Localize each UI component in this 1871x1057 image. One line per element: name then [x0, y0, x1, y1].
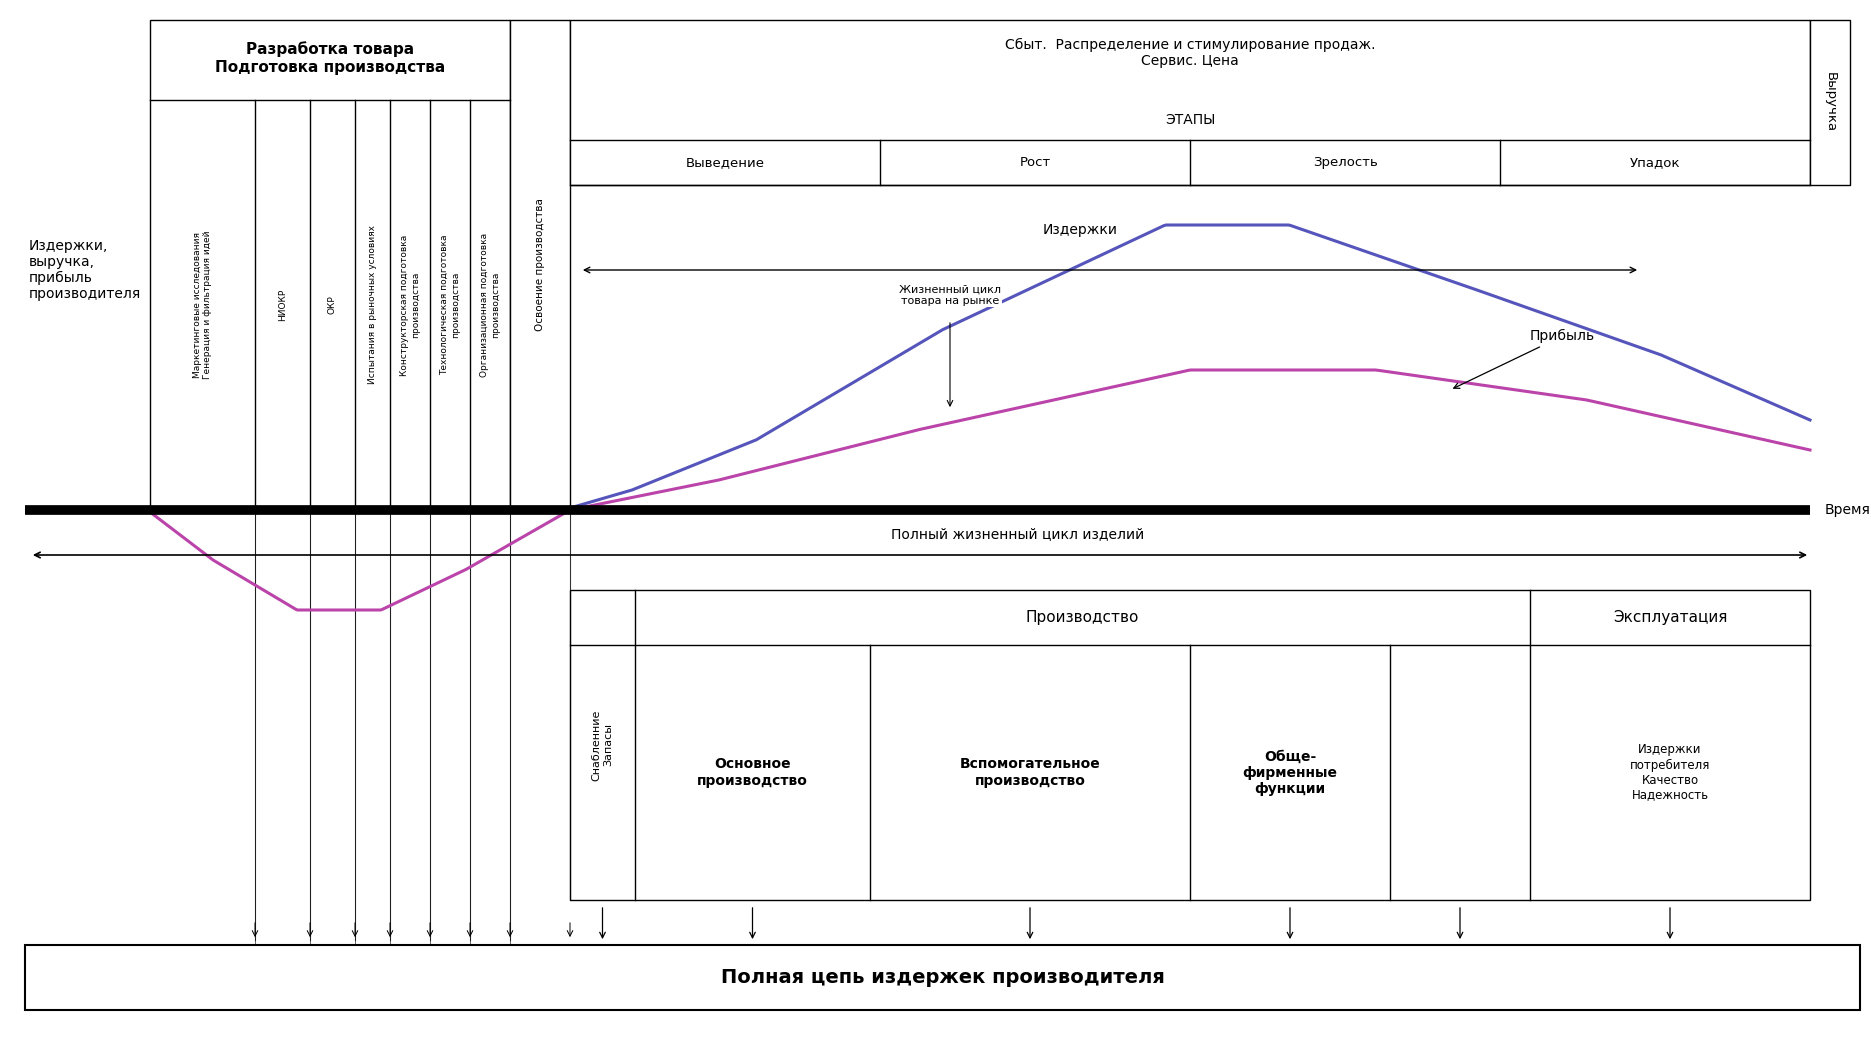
Text: ОКР: ОКР: [327, 296, 337, 314]
Text: Прибыль: Прибыль: [1454, 329, 1596, 388]
Text: Выручка: Выручка: [1824, 73, 1837, 132]
Text: Полный жизненный цикл изделий: Полный жизненный цикл изделий: [891, 527, 1145, 541]
Text: Издержки
потребителя
Качество
Надежность: Издержки потребителя Качество Надежность: [1630, 743, 1710, 801]
Text: Зрелость: Зрелость: [1313, 156, 1377, 169]
Text: Разработка товара
Подготовка производства: Разработка товара Подготовка производств…: [215, 41, 445, 75]
Text: Испытания в рыночных условиях: Испытания в рыночных условиях: [369, 225, 376, 385]
Bar: [24, 945, 1860, 1010]
Text: Издержки,
выручка,
прибыль
производителя: Издержки, выручка, прибыль производителя: [28, 239, 140, 301]
Text: Маркетинговые исследования
Генерация и фильтрация идей: Маркетинговые исследования Генерация и ф…: [193, 230, 211, 379]
Text: Вспомогательное
производство: Вспомогательное производство: [960, 758, 1100, 787]
Text: Упадок: Упадок: [1630, 156, 1680, 169]
Text: Сбыт.  Распределение и стимулирование продаж.
Сервис. Цена: Сбыт. Распределение и стимулирование про…: [1005, 38, 1375, 68]
Text: Полная цепь издержек производителя: Полная цепь издержек производителя: [720, 968, 1164, 987]
Text: Организационная подготовка
производства: Организационная подготовка производства: [481, 233, 500, 377]
Text: Освоение производства: Освоение производства: [535, 199, 544, 332]
Bar: [511, 20, 571, 509]
Text: Эксплуатация: Эксплуатация: [1613, 610, 1727, 625]
Text: Рост: Рост: [1020, 156, 1050, 169]
Bar: [571, 590, 1809, 900]
Text: Время: Время: [1824, 503, 1871, 517]
Text: Издержки: Издержки: [1042, 223, 1117, 237]
Text: Обще-
фирменные
функции: Обще- фирменные функции: [1242, 749, 1338, 796]
Text: Технологическая подготовка
производства: Технологическая подготовка производства: [440, 235, 460, 375]
Text: Жизненный цикл
товара на рынке: Жизненный цикл товара на рынке: [898, 284, 1001, 305]
Text: Основное
производство: Основное производство: [698, 758, 808, 787]
Bar: [1809, 20, 1850, 185]
Text: Выведение: Выведение: [685, 156, 765, 169]
Text: Производство: Производство: [1025, 610, 1139, 625]
Text: Снабленние
Запасы: Снабленние Запасы: [591, 709, 614, 781]
Text: Конструкторская подготовка
производства: Конструкторская подготовка производства: [400, 235, 419, 375]
Text: НИОКР: НИОКР: [279, 289, 286, 321]
Bar: [150, 20, 511, 509]
Text: ЭТАПЫ: ЭТАПЫ: [1166, 113, 1214, 127]
Bar: [571, 20, 1809, 185]
